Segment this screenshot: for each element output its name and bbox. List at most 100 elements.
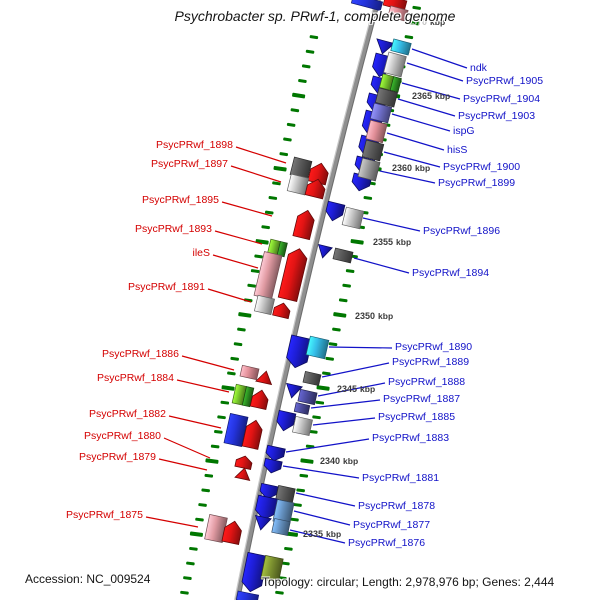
gene-label-psycprwf-1881[interactable]: PsycPRwf_1881: [362, 471, 440, 484]
gene-cog-box-psycprwf-1886[interactable]: [239, 364, 260, 381]
gene-label-psycprwf-1877[interactable]: PsycPRwf_1877: [353, 518, 431, 531]
gene-label-psycprwf-1886[interactable]: PsycPRwf_1886: [101, 347, 179, 360]
gene-label-psycprwf-1885[interactable]: PsycPRwf_1885: [378, 410, 456, 423]
gene-arrow-psycprwf-1896[interactable]: [324, 200, 346, 223]
gene-label-psycprwf-1876[interactable]: PsycPRwf_1876: [348, 536, 426, 549]
leader-line-hiss: [386, 132, 445, 151]
gene-cog-box-unlabeled[interactable]: [235, 590, 260, 600]
gene-label-psycprwf-1880[interactable]: PsycPRwf_1880: [83, 429, 161, 442]
gene-label-psycprwf-1888[interactable]: PsycPRwf_1888: [388, 375, 466, 388]
gene-cog-box-psycprwf-1896[interactable]: [341, 206, 365, 230]
gene-arrow-psycprwf-1895[interactable]: [292, 208, 316, 241]
gene-cog-box-ispg[interactable]: [369, 102, 393, 124]
gene-cog-box-psycprwf-1890[interactable]: [305, 335, 330, 360]
gene-arrow-unlabeled[interactable]: [240, 551, 269, 593]
tick-dash: [204, 473, 214, 478]
tick-dash: [250, 269, 260, 274]
gene-label-psycprwf-1893[interactable]: PsycPRwf_1893: [134, 222, 212, 235]
gene-arrow-psycprwf-1885[interactable]: [275, 409, 297, 432]
tick-dash: [286, 122, 296, 127]
gene-cog-box-psycprwf-1888[interactable]: [297, 388, 318, 406]
tick-dash: [255, 239, 269, 245]
gene-label-psycprwf-1903[interactable]: PsycPRwf_1903: [458, 109, 536, 122]
tick-dash: [312, 415, 321, 420]
gene-label-psycprwf-1899[interactable]: PsycPRwf_1899: [438, 176, 516, 189]
tick-dash: [301, 64, 311, 69]
leader-line-psycprwf-1891: [207, 288, 252, 303]
gene-label-ispg[interactable]: ispG: [453, 124, 475, 137]
gene-arrow-iles[interactable]: [277, 247, 309, 302]
gene-cog-box-psycprwf-1891[interactable]: [253, 294, 276, 316]
gene-label-psycprwf-1895[interactable]: PsycPRwf_1895: [141, 193, 219, 206]
gene-arrow-ndk[interactable]: [374, 38, 396, 56]
gene-label-psycprwf-1894[interactable]: PsycPRwf_1894: [412, 266, 490, 279]
gene-label-psycprwf-1890[interactable]: PsycPRwf_1890: [395, 340, 473, 353]
gene-arrow-psycprwf-1878[interactable]: [259, 482, 279, 500]
gene-arrow-psycprwf-1876[interactable]: [253, 514, 272, 532]
tick-dash: [299, 473, 309, 478]
gene-cog-box-psycprwf-1882[interactable]: [223, 413, 249, 447]
gene-arrow-psycprwf-1879[interactable]: [234, 467, 252, 481]
gene-cog-box-psycprwf-1889[interactable]: [302, 370, 322, 387]
gene-arrow-psycprwf-1888[interactable]: [284, 382, 304, 399]
gene-cog-box-iles[interactable]: [253, 251, 283, 300]
tick-dash: [284, 546, 293, 551]
gene-label-psycprwf-1900[interactable]: PsycPRwf_1900: [443, 160, 521, 173]
gene-arrow-psycprwf-1884[interactable]: [249, 388, 270, 411]
gene-label-psycprwf-1891[interactable]: PsycPRwf_1891: [127, 280, 205, 293]
gene-cog-box-psycprwf-1903[interactable]: [375, 87, 398, 108]
gene-label-psycprwf-1887[interactable]: PsycPRwf_1887: [383, 392, 461, 405]
tick-dash: [205, 458, 219, 464]
gene-label-psycprwf-1875[interactable]: PsycPRwf_1875: [65, 508, 143, 521]
gene-arrow-psycprwf-1880[interactable]: [234, 454, 253, 471]
gene-arrow-psycprwf-1894[interactable]: [316, 243, 333, 260]
tick-dash: [227, 371, 236, 376]
gene-cog-box-psycprwf-1899[interactable]: [357, 157, 381, 182]
gene-label-psycprwf-1878[interactable]: PsycPRwf_1878: [358, 499, 436, 512]
gene-arrow-psycprwf-1883[interactable]: [265, 444, 286, 463]
gene-arrow-psycprwf-1881[interactable]: [263, 457, 283, 474]
leader-line-psycprwf-1900: [383, 151, 441, 168]
gene-label-psycprwf-1904[interactable]: PsycPRwf_1904: [463, 92, 541, 105]
tick-dash: [333, 312, 347, 318]
tick-dash: [404, 35, 414, 40]
gene-cog-box-psycprwf-1876[interactable]: [271, 518, 291, 536]
leader-line-psycprwf-1888: [317, 382, 386, 397]
leader-line-psycprwf-1905: [406, 62, 464, 82]
tick-dash: [261, 225, 270, 230]
gene-arrow-psycprwf-1875[interactable]: [221, 519, 243, 545]
gene-label-hiss[interactable]: hisS: [447, 143, 468, 156]
gene-arrow-psycprwf-1882[interactable]: [241, 419, 264, 450]
tick-value: 2340: [320, 456, 341, 466]
tick-dash: [315, 400, 325, 405]
gene-arrow-psycprwf-1877[interactable]: [254, 494, 279, 522]
gene-cog-box-psycprwf-1905[interactable]: [383, 51, 407, 78]
gene-cog-box-psycprwf-1900[interactable]: [361, 139, 385, 162]
gene-cog-box-unlabeled[interactable]: [387, 5, 409, 22]
gene-label-psycprwf-1884[interactable]: PsycPRwf_1884: [96, 371, 174, 384]
gene-cog-box-psycprwf-1894[interactable]: [332, 247, 354, 264]
gene-arrow-psycprwf-1891[interactable]: [272, 301, 292, 320]
gene-label-psycprwf-1879[interactable]: PsycPRwf_1879: [78, 450, 156, 463]
gene-label-iles[interactable]: ileS: [192, 246, 210, 259]
gene-label-psycprwf-1896[interactable]: PsycPRwf_1896: [423, 224, 501, 237]
gene-cog-box-psycprwf-1887[interactable]: [293, 402, 311, 415]
tick-dash: [264, 210, 274, 215]
gene-cog-box-unlabeled[interactable]: [260, 555, 284, 583]
gene-cog-box-psycprwf-1904[interactable]: [389, 76, 402, 93]
gene-cog-box-unlabeled[interactable]: [350, 0, 384, 12]
gene-label-ndk[interactable]: ndk: [470, 61, 487, 74]
gene-arrow-psycprwf-1890[interactable]: [285, 334, 313, 370]
gene-label-psycprwf-1897[interactable]: PsycPRwf_1897: [150, 157, 228, 170]
gene-arrow-psycprwf-1897[interactable]: [304, 177, 327, 200]
gene-label-psycprwf-1898[interactable]: PsycPRwf_1898: [155, 138, 233, 151]
gene-cog-box-psycprwf-1885[interactable]: [292, 415, 313, 437]
gene-cog-box-hiss[interactable]: [365, 119, 388, 144]
tick-dash: [345, 269, 355, 274]
gene-arrow-psycprwf-1886[interactable]: [255, 369, 274, 386]
gene-label-psycprwf-1883[interactable]: PsycPRwf_1883: [372, 431, 450, 444]
gene-label-psycprwf-1889[interactable]: PsycPRwf_1889: [392, 355, 470, 368]
gene-label-psycprwf-1905[interactable]: PsycPRwf_1905: [466, 74, 544, 87]
gene-cog-box-ndk[interactable]: [390, 38, 412, 56]
gene-label-psycprwf-1882[interactable]: PsycPRwf_1882: [88, 407, 166, 420]
